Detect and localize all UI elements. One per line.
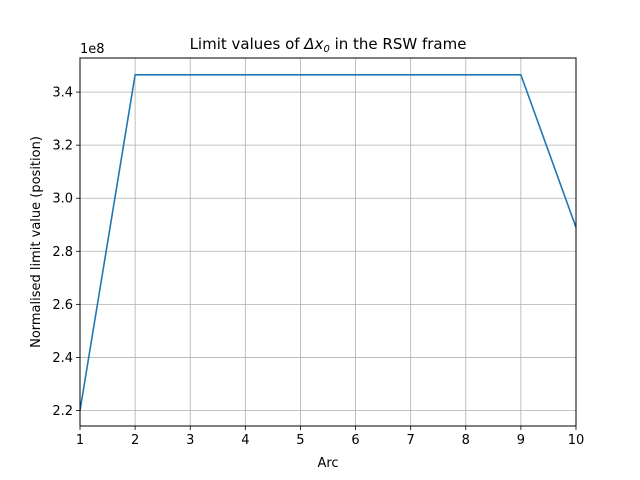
grid	[79, 58, 577, 426]
series-line	[79, 74, 577, 411]
y-axis-label: Normalised limit value (position)	[29, 136, 44, 348]
y-offset-label: 1e8	[80, 42, 105, 57]
chart-title: Limit values of Δx0 in the RSW frame	[190, 35, 467, 55]
ticks: 1 2 3 4 5 6 7 8 9 10 2.2 2.4 2.6 2.8 3.0 3.2 3.4	[52, 86, 584, 448]
y-tick-label: 3.2	[52, 139, 73, 154]
y-tick-label: 2.8	[52, 245, 73, 260]
title-suffix: in the RSW frame	[330, 35, 467, 53]
x-tick-label: 1	[76, 433, 84, 448]
y-tick-label: 3.0	[52, 192, 73, 207]
x-tick-label: 10	[568, 433, 585, 448]
title-symbol: Δx	[303, 35, 323, 53]
x-tick-label: 3	[186, 433, 194, 448]
y-tick-label: 2.2	[52, 404, 73, 419]
x-tick-label: 4	[241, 433, 249, 448]
x-tick-label: 6	[351, 433, 359, 448]
title-prefix: Limit values of	[190, 35, 305, 53]
y-tick-label: 2.4	[52, 351, 73, 366]
y-tick-label: 2.6	[52, 298, 73, 313]
title-subscript: 0	[323, 44, 329, 55]
y-tick-label: 3.4	[52, 86, 73, 101]
plot-frame	[79, 57, 577, 427]
x-tick-label: 2	[131, 433, 139, 448]
x-tick-label: 8	[462, 433, 470, 448]
x-tick-label: 7	[407, 433, 415, 448]
x-tick-label: 9	[517, 433, 525, 448]
x-tick-label: 5	[296, 433, 304, 448]
x-axis-label: Arc	[317, 456, 338, 471]
series-layer	[79, 74, 577, 411]
